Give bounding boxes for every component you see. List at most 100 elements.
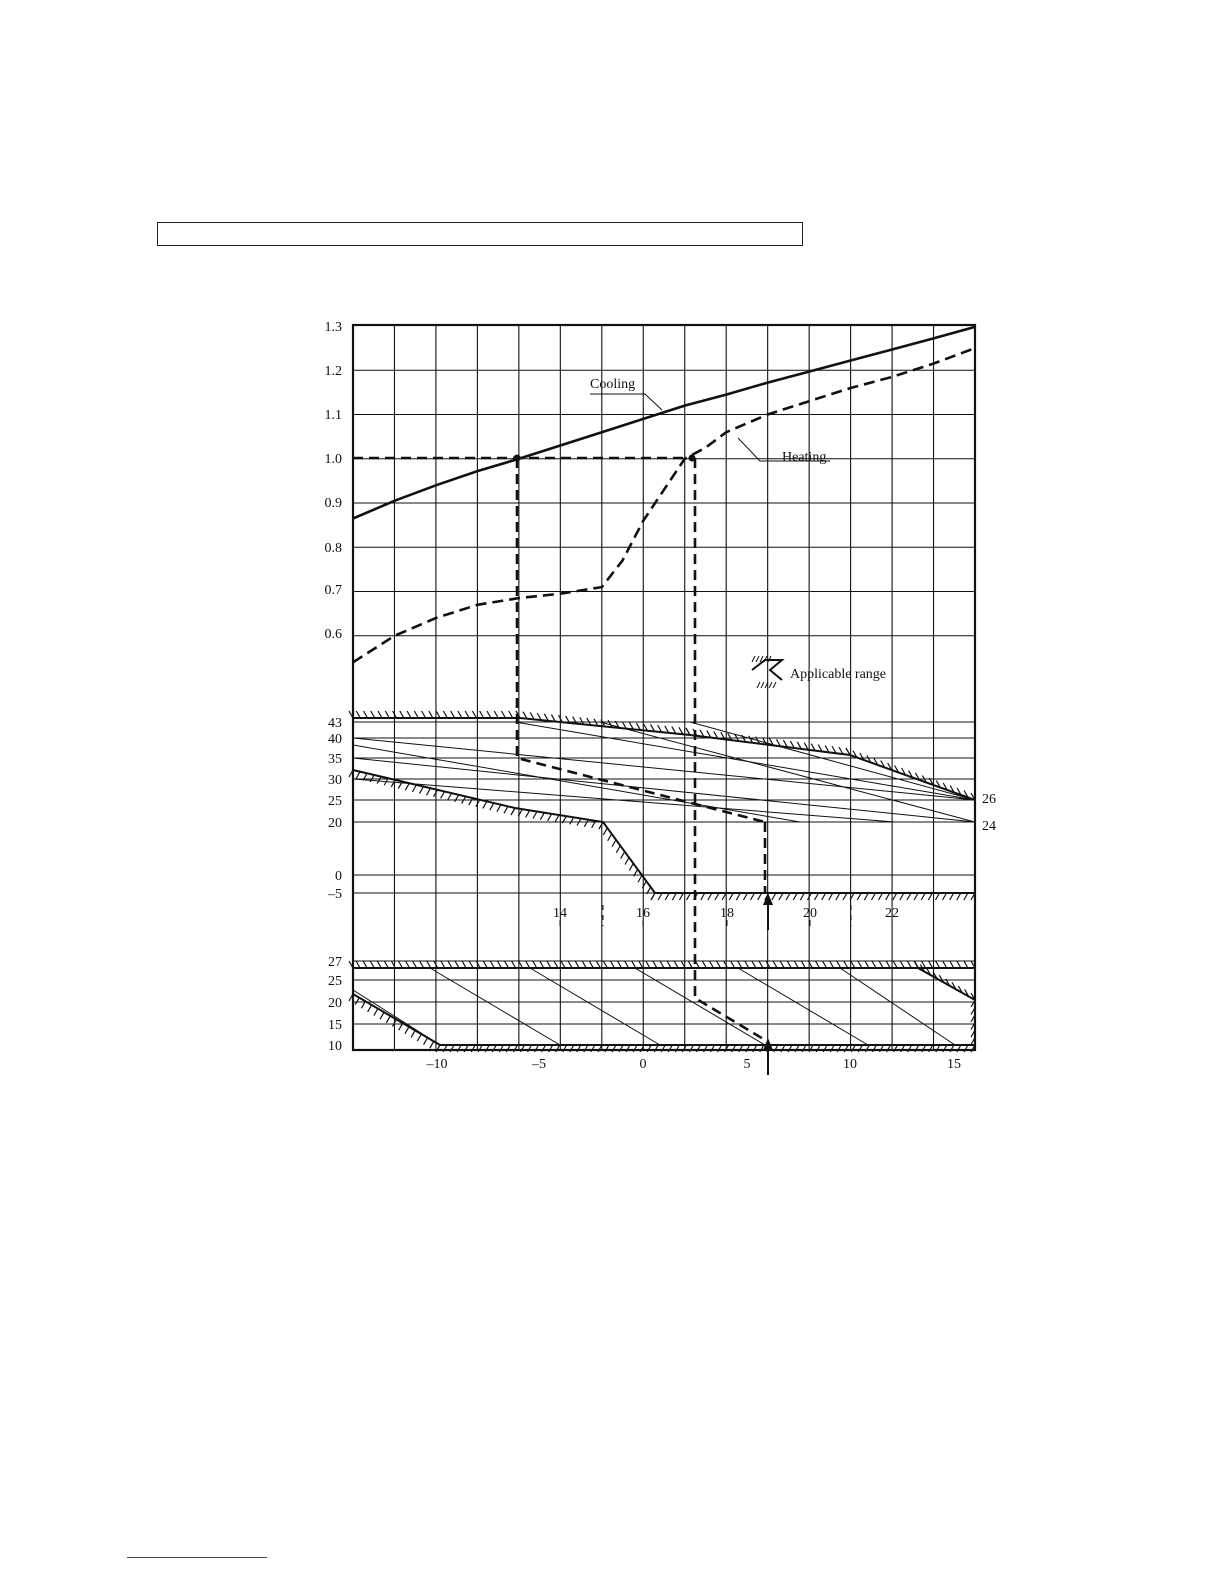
x-tick-label: 10 (843, 1057, 857, 1072)
hatch-tick (355, 771, 361, 779)
hatch-tick (843, 960, 849, 969)
hatch-tick (426, 960, 432, 969)
inline-tick-label: 16 (636, 906, 650, 921)
hatch-tick (397, 960, 403, 969)
hatch-tick (856, 892, 862, 901)
hatch-tick (367, 1004, 373, 1013)
hatch-tick (970, 1014, 976, 1023)
hatch-tick (650, 892, 656, 901)
boundary-lower-panel-corner (917, 967, 976, 1001)
hatch-tick (373, 1008, 379, 1016)
hatch-tick (796, 741, 802, 750)
hatch-tick (723, 960, 729, 969)
boundary-upper (353, 717, 976, 801)
diagonal-line (634, 967, 766, 1046)
hatch-tick (554, 814, 560, 823)
hatch-tick (503, 806, 509, 814)
hatch-tick (435, 1044, 441, 1053)
hatch-tick (780, 1044, 786, 1053)
hatch-tick (913, 892, 919, 901)
hatch-tick (949, 1044, 955, 1053)
hatch-tick (727, 732, 733, 741)
legend-hatch-tick (764, 681, 769, 689)
hatch-tick (348, 960, 354, 969)
right-curve-label: 26 (982, 792, 996, 807)
hatch-tick (878, 1044, 885, 1053)
annotation-cooling: Cooling (590, 377, 635, 392)
hatch-tick (470, 1044, 476, 1053)
hatch-tick (517, 808, 523, 817)
hatch-tick (914, 772, 920, 781)
hatch-tick (921, 775, 927, 783)
hatch-tick (871, 1044, 877, 1053)
hatch-tick (385, 1015, 391, 1024)
y-tick-label-upper: 1.2 (325, 364, 343, 379)
hatch-tick (801, 1044, 807, 1053)
hatch-tick (906, 892, 912, 901)
hatch-tick (421, 710, 427, 719)
y-tick-label-middle: 30 (328, 773, 342, 788)
hatch-tick (778, 892, 784, 901)
hatch-tick (390, 960, 396, 969)
hatch-tick (758, 960, 764, 969)
hatch-tick (468, 797, 474, 806)
hatch-tick (547, 813, 553, 822)
hatch-tick (348, 769, 354, 778)
hatch-tick (360, 1000, 366, 1009)
hatch-tick (411, 784, 417, 793)
hatch-tick (678, 726, 684, 735)
hatch-tick (892, 892, 898, 901)
hatch-tick (757, 892, 763, 901)
y-tick-label-middle: 40 (328, 732, 342, 747)
hatch-tick (534, 1044, 540, 1053)
hatch-tick (611, 839, 617, 848)
hatch-tick (822, 1044, 828, 1053)
hatch-tick (496, 804, 502, 812)
hatch-tick (637, 874, 643, 883)
hatch-tick (660, 1044, 666, 1053)
hatch-tick (642, 723, 649, 732)
hatch-tick (423, 1037, 429, 1046)
chart-grid (351, 323, 977, 1052)
hatch-tick (435, 710, 441, 719)
hatch-tick (667, 1044, 673, 1053)
hatch-tick (370, 710, 376, 719)
right-curve-label: 24 (982, 819, 996, 834)
series-line-heating (352, 346, 976, 664)
hatch-tick (454, 794, 460, 803)
hatch-tick (708, 960, 714, 969)
hatch-tick (391, 1019, 398, 1027)
hatch-tick (457, 710, 463, 719)
hatch-tick (892, 960, 898, 969)
hatch-tick (927, 892, 933, 901)
hatch-tick (678, 892, 684, 901)
hatch-tick (479, 710, 485, 719)
hatch-tick (491, 1044, 497, 1053)
hatch-tick (493, 710, 499, 719)
hatch-tick (789, 740, 795, 749)
hatch-tick (464, 710, 470, 719)
hatch-tick (433, 789, 439, 798)
hatch-tick (720, 732, 726, 740)
hatch-tick (579, 717, 585, 725)
hatch-tick (511, 960, 517, 969)
hatch-tick (737, 960, 743, 969)
hatch-tick (829, 960, 835, 969)
hatch-tick (963, 892, 969, 901)
hatch-tick (785, 892, 791, 901)
hatch-tick (850, 1044, 856, 1053)
hatch-tick (653, 1044, 659, 1053)
hatch-tick (618, 1044, 624, 1053)
hatch-tick (688, 1044, 694, 1053)
hatch-tick (615, 845, 621, 853)
hatch-tick (555, 1044, 561, 1053)
point-heating (688, 454, 696, 462)
hatch-tick (942, 960, 948, 969)
hatch-tick (418, 786, 424, 794)
applicable-range-boundaries (348, 710, 976, 1053)
hatch-tick (921, 960, 927, 969)
hatch-tick (671, 892, 677, 901)
hatch-tick (525, 810, 531, 818)
hatch-tick (674, 1044, 680, 1053)
